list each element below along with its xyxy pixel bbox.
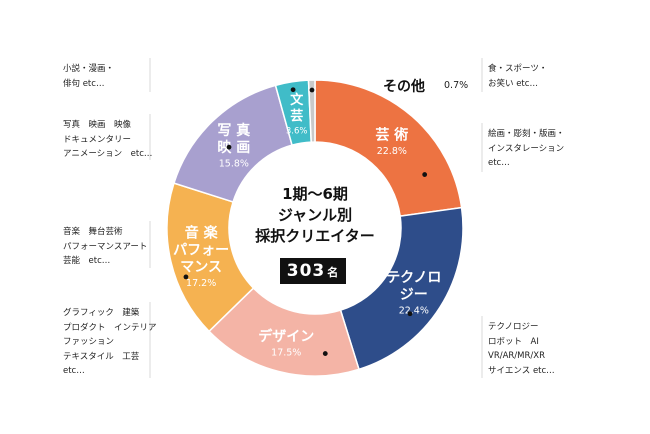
slice-label-photo: 写 真 <box>217 122 250 139</box>
slice-label-tech: テクノロ <box>386 270 441 286</box>
slice-label-photo: 映 画 <box>217 140 250 156</box>
slice-label-arts: 芸 術 <box>375 127 408 144</box>
note-arts-line: 絵画・彫刻・版画・ <box>488 129 565 139</box>
marker-dot-photo <box>226 144 232 150</box>
total-count-badge: 303 名 <box>280 258 346 284</box>
slice-label-music: パフォー <box>173 243 229 259</box>
marker-dot-music <box>183 274 189 280</box>
slice-percent-lit: 3.6% <box>286 127 308 137</box>
note-design-line: etc… <box>63 366 85 376</box>
note-design-line: グラフィック 建築 <box>63 308 140 318</box>
slice-percent-tech: 22.4% <box>399 305 429 316</box>
note-design: グラフィック 建築 プロダクト インテリア ファッション テキスタイル 工芸 e… <box>63 306 157 379</box>
other-percent: 0.7% <box>444 80 469 91</box>
note-arts: 絵画・彫刻・版画・ インスタレーション etc… <box>488 127 565 171</box>
note-music: 音楽 舞台芸術 パフォーマンスアート 芸能 etc… <box>63 225 147 269</box>
note-tech-line: テクノロジー <box>488 322 539 332</box>
center-title: 1期〜6期 ジャンル別 採択クリエイター <box>250 184 380 247</box>
note-photo-line: アニメーション etc… <box>63 149 153 159</box>
note-design-line: テキスタイル 工芸 <box>63 351 140 362</box>
slice-label-music: マンス <box>180 260 222 276</box>
donut-slice-other <box>307 79 316 143</box>
center-title-line-3: 採択クリエイター <box>255 227 375 245</box>
note-other: 食・スポーツ・ お笑い etc… <box>488 62 547 91</box>
note-tech-line: VR/AR/MR/XR <box>488 351 546 361</box>
total-unit: 名 <box>327 266 340 279</box>
slice-percent-music: 17.2% <box>186 278 216 289</box>
total-count: 303 <box>286 261 326 281</box>
note-photo-line: 写真 映画 映像 <box>63 120 132 130</box>
note-photo: 写真 映画 映像 ドキュメンタリー アニメーション etc… <box>63 118 152 162</box>
note-other-line: 食・スポーツ・ <box>488 64 548 74</box>
note-tech-line: サイエンス etc… <box>488 365 555 376</box>
slice-percent-photo: 15.8% <box>219 158 249 169</box>
note-design-line: ファッション <box>63 337 115 347</box>
marker-dot-tech <box>407 311 413 317</box>
slice-label-lit: 芸 <box>290 108 303 124</box>
note-arts-line: etc… <box>488 158 510 168</box>
donut-slice-arts <box>314 79 463 217</box>
note-photo-line: ドキュメンタリー <box>63 134 132 145</box>
note-tech-line: ロボット AI <box>488 336 539 347</box>
note-literature: 小説・漫画・ 俳句 etc… <box>63 62 114 91</box>
note-music-line: パフォーマンスアート <box>63 241 148 252</box>
note-literature-line: 俳句 etc… <box>63 78 105 89</box>
slice-percent-design: 17.5% <box>271 348 301 359</box>
slice-label-tech: ジー <box>400 287 428 303</box>
note-other-line: お笑い etc… <box>488 78 538 89</box>
slice-label-music: 音 楽 <box>185 225 219 242</box>
note-design-line: プロダクト インテリア <box>63 322 157 333</box>
slice-label-lit: 文 <box>290 92 304 108</box>
center-title-line-2: ジャンル別 <box>277 206 353 224</box>
marker-dot-other <box>309 87 315 93</box>
center-title-line-1: 1期〜6期 <box>282 185 348 203</box>
slice-label-design: デザイン <box>258 328 314 345</box>
note-literature-line: 小説・漫画・ <box>63 64 115 74</box>
donut-slice-tech <box>339 206 464 371</box>
note-arts-line: インスタレーション <box>488 143 565 154</box>
other-label: その他 <box>383 79 425 95</box>
note-music-line: 音楽 舞台芸術 <box>63 227 123 237</box>
marker-dot-design <box>322 351 328 356</box>
marker-dot-arts <box>422 172 428 177</box>
slice-percent-arts: 22.8% <box>377 146 407 157</box>
note-tech: テクノロジー ロボット AI VR/AR/MR/XR サイエンス etc… <box>488 320 555 378</box>
marker-dot-lit <box>290 87 296 93</box>
note-music-line: 芸能 etc… <box>63 256 111 266</box>
